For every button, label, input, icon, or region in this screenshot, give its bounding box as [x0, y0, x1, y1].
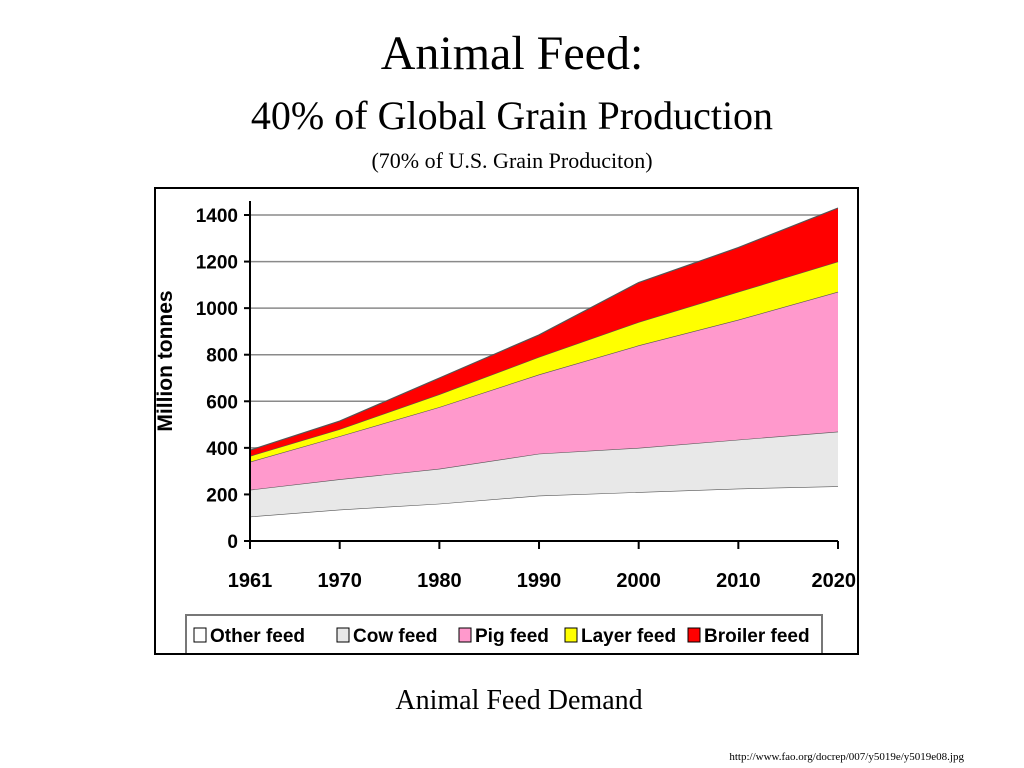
y-tick-label: 1000 [196, 299, 238, 320]
series-area-broiler-feed [250, 208, 838, 456]
x-tick-label: 1970 [317, 570, 362, 592]
legend-swatch-broiler-feed [687, 627, 701, 643]
series-area-pig-feed [250, 291, 838, 490]
y-tick-label: 1200 [196, 253, 238, 274]
x-tick-label: 2000 [616, 570, 661, 592]
slide-subtitle: 40% of Global Grain Production [250, 93, 774, 138]
chart-caption: Animal Feed Demand [395, 685, 643, 716]
x-tick-label: 1990 [517, 570, 562, 592]
legend-label-other-feed: Other feed [210, 626, 305, 647]
x-tick-label: 2020 [812, 570, 857, 592]
legend-label-broiler-feed: Broiler feed [704, 626, 810, 647]
legend-label-cow-feed: Cow feed [353, 626, 437, 647]
chart-frame: 0 200 400 600 800 1000 1200 1400 1961 1970 1980 199… [154, 187, 859, 655]
series-area-cow-feed [250, 431, 838, 517]
slide-title: Animal Feed: [380, 27, 644, 80]
y-tick-label: 400 [206, 439, 238, 460]
y-tick-label: 0 [227, 532, 238, 553]
legend-swatch-layer-feed [564, 627, 578, 643]
y-tick-label: 1400 [196, 206, 238, 227]
series-area-other-feed [250, 486, 838, 541]
legend-swatch-pig-feed [458, 627, 472, 643]
legend-label-layer-feed: Layer feed [581, 626, 676, 647]
x-tick-label: 1980 [417, 570, 462, 592]
x-tick-label: 2010 [716, 570, 761, 592]
legend-swatch-other-feed [193, 627, 207, 643]
legend-box [185, 614, 823, 653]
slide-note: (70% of U.S. Grain Produciton) [371, 148, 653, 173]
source-url: http://www.fao.org/docrep/007/y5019e/y50… [729, 751, 964, 763]
feed-demand-chart: 0 200 400 600 800 1000 1200 1400 1961 1970 1980 199… [156, 201, 857, 653]
y-tick-label: 600 [206, 392, 238, 413]
y-tick-label: 800 [206, 346, 238, 367]
legend-swatch-cow-feed [336, 627, 350, 643]
series-area-layer-feed [250, 261, 838, 462]
legend-label-pig-feed: Pig feed [475, 626, 549, 647]
y-tick-label: 200 [206, 485, 238, 506]
series-edge-broiler-feed [249, 207, 839, 451]
y-axis-label: Million tonnes [156, 290, 177, 431]
x-tick-label: 1961 [228, 570, 273, 592]
